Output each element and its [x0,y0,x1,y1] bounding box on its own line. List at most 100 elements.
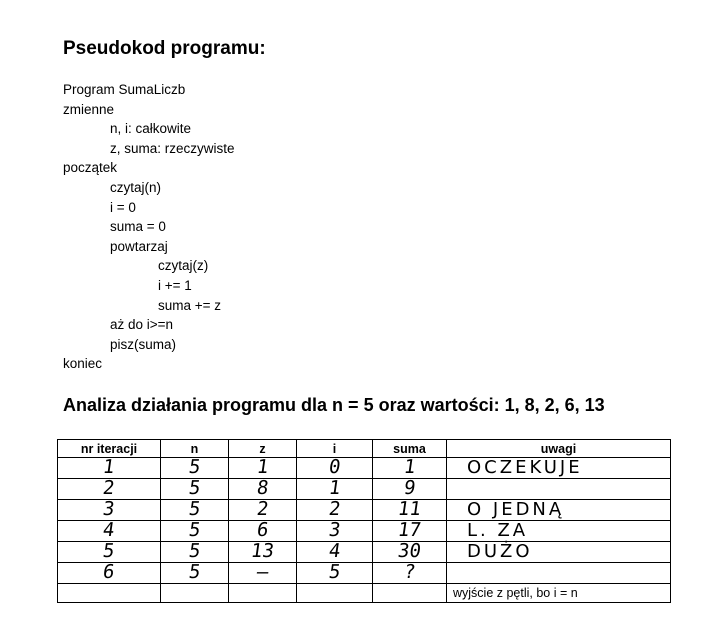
handwritten-value: 5 [101,540,117,562]
pseudocode-block: Program SumaLiczb zmienne n, i: całkowit… [63,80,235,374]
header-n: n [160,439,229,458]
cell-n: 5 [160,477,229,500]
cell-n: 5 [160,519,229,542]
cell-z: 1 [228,456,297,479]
header-suma: suma [372,439,447,458]
cell-z: — [228,561,297,584]
cell-n: 5 [160,456,229,479]
handwritten-value: 5 [187,456,202,478]
header-uwagi: uwagi [446,439,671,458]
handwritten-value: 5 [187,540,202,562]
code-line: z, suma: rzeczywiste [110,140,235,156]
cell-suma: ? [372,561,447,584]
cell-iteration: 4 [57,519,161,542]
cell-iteration: 1 [57,456,161,479]
cell-suma: 1 [372,456,447,479]
analysis-heading: Analiza działania programu dla n = 5 ora… [63,395,605,415]
handwritten-value: 17 [396,519,423,541]
handwritten-value: 2 [327,498,342,520]
handwritten-value: 5 [187,477,202,499]
handwritten-value: 3 [327,519,342,541]
handwritten-value: 5 [187,519,202,541]
handwritten-value: 4 [327,540,342,562]
header-iteration: nr iteracji [57,439,161,458]
cell-empty [296,583,373,603]
handwritten-value: 5 [187,561,202,583]
cell-i: 3 [296,519,373,542]
table-row: 3 5 2 2 11 O JEDNĄ [57,498,671,521]
cell-i: 5 [296,561,373,584]
handwritten-value: 3 [101,498,117,520]
code-line: suma = 0 [110,219,166,235]
cell-suma: 30 [372,540,447,563]
handwritten-note: OCZEKUJE [467,457,583,478]
code-line: początek [63,160,118,176]
handwritten-note: L. ZA [467,520,529,541]
cell-suma: 9 [372,477,447,500]
handwritten-value: 1 [101,456,117,478]
handwritten-note: O JEDNĄ [467,499,565,520]
handwritten-value: 2 [255,498,270,520]
header-z: z [228,439,297,458]
cell-i: 1 [296,477,373,500]
handwritten-value: 30 [396,540,423,562]
code-line: zmienne [63,101,115,117]
cell-n: 5 [160,498,229,521]
handwritten-value: 4 [101,519,117,541]
cell-uwagi: L. ZA [446,520,671,542]
loop-exit-note: wyjście z pętli, bo i = n [453,586,578,600]
cell-empty [57,583,161,603]
cell-n: 5 [160,540,229,563]
cell-uwagi: wyjście z pętli, bo i = n [446,583,671,603]
cell-empty [160,583,229,603]
cell-uwagi: O JEDNĄ [446,499,671,521]
cell-uwagi [446,478,671,500]
code-line: Program SumaLiczb [63,82,186,97]
code-line: suma += z [158,297,222,313]
cell-iteration: 2 [57,477,161,500]
table-row: 5 5 13 4 30 DUŻO [57,540,671,563]
page-title: Pseudokod programu: [63,38,266,59]
cell-z: 2 [228,498,297,521]
table-row: 1 5 1 0 1 OCZEKUJE [57,456,671,479]
handwritten-value: 0 [327,456,342,478]
cell-z: 8 [228,477,297,500]
code-line: czytaj(z) [158,258,209,274]
handwritten-value: 6 [255,519,270,541]
cell-suma: 11 [372,498,447,521]
cell-empty [372,583,447,603]
cell-i: 0 [296,456,373,479]
cell-z: 13 [228,540,297,563]
table-row: 6 5 — 5 ? [57,561,671,584]
cell-i: 4 [296,540,373,563]
table-row: 2 5 8 1 9 [57,477,671,500]
code-line: koniec [63,356,103,372]
trace-table: nr iteracji n z i suma uwagi 1 5 1 0 1 O… [57,439,671,603]
cell-uwagi: OCZEKUJE [446,457,671,479]
code-line: i = 0 [110,199,136,215]
code-line: aż do i>=n [110,317,174,333]
code-line: powtarzaj [110,238,168,254]
handwritten-value: 1 [327,477,342,499]
code-line: pisz(suma) [110,336,177,352]
code-line: i += 1 [158,277,192,293]
handwritten-value: ? [402,561,417,583]
table-row: 4 5 6 3 17 L. ZA [57,519,671,542]
handwritten-value: 5 [327,561,342,583]
cell-empty [228,583,297,603]
header-i: i [296,439,373,458]
cell-iteration: 5 [57,540,161,563]
handwritten-value: 13 [249,540,276,562]
handwritten-value: — [255,561,270,583]
handwritten-value: 1 [255,456,270,478]
handwritten-value: 2 [101,477,117,499]
handwritten-value: 9 [402,477,417,499]
cell-z: 6 [228,519,297,542]
handwritten-value: 11 [396,498,423,520]
cell-iteration: 6 [57,561,161,584]
cell-uwagi: DUŻO [446,541,671,563]
table-header-row: nr iteracji n z i suma uwagi [57,439,671,458]
code-line: n, i: całkowite [110,121,192,137]
handwritten-value: 1 [402,456,417,478]
cell-n: 5 [160,561,229,584]
